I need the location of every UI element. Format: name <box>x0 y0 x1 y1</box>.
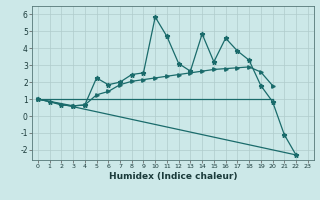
X-axis label: Humidex (Indice chaleur): Humidex (Indice chaleur) <box>108 172 237 181</box>
